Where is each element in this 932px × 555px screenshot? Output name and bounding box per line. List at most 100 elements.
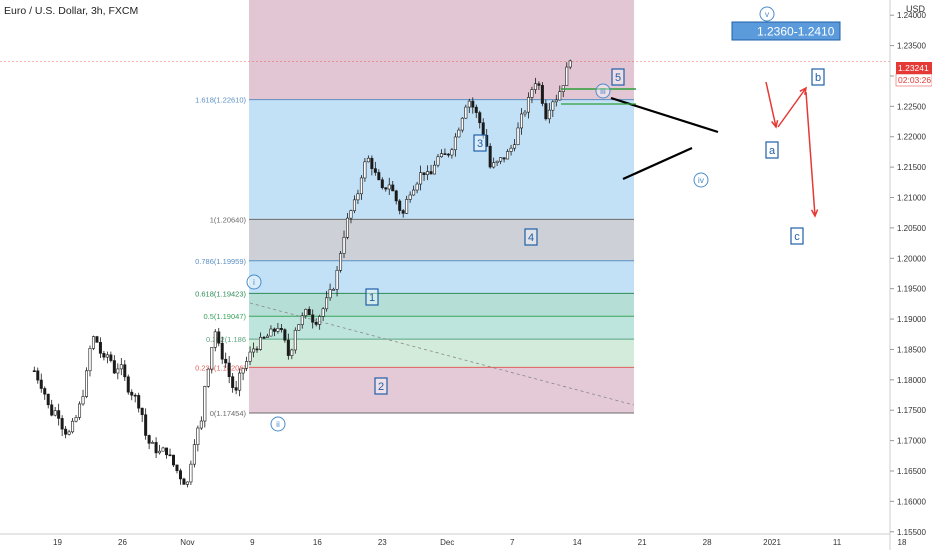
fib-level-label: 0.382(1.186 <box>206 335 246 344</box>
candle-body <box>185 481 189 485</box>
candle-body <box>255 348 259 351</box>
candle-body <box>335 270 339 290</box>
candle-body <box>415 183 419 191</box>
candle-body <box>130 391 134 396</box>
y-axis-tick-label: 1.19000 <box>897 315 926 324</box>
candle-body <box>342 236 346 254</box>
x-axis-tick-label: 2021 <box>763 538 781 547</box>
candle-body <box>297 324 301 331</box>
candle-body <box>71 420 75 433</box>
candle-body <box>457 129 461 138</box>
candle-body <box>359 177 363 195</box>
candle-body <box>175 464 179 472</box>
wave-label-c-box <box>790 227 804 245</box>
y-axis-tick-label: 1.18500 <box>897 345 926 354</box>
candle-body <box>492 162 496 168</box>
fib-level-label: 0.236(1.18206) <box>195 363 246 372</box>
y-axis-tick-label: 1.19500 <box>897 285 926 294</box>
candle-body <box>227 362 231 377</box>
candle-body <box>474 106 478 113</box>
candle-body <box>168 454 172 457</box>
fib-level-label: 1(1.20640) <box>210 215 247 224</box>
fib-zones-layer: 1.618(1.22610) 1(1.20640) 0.786(1.19959) 0.… <box>195 0 634 418</box>
last-price-badge: 1.23241 02:03:26 <box>895 62 932 87</box>
candle-body <box>408 194 412 200</box>
wave-label-4-box <box>524 228 538 246</box>
candle-body <box>50 404 54 416</box>
candle-body <box>467 100 471 108</box>
candle-body <box>60 418 64 430</box>
candle-body <box>304 309 308 317</box>
candle-body <box>345 217 349 238</box>
drawings-layer <box>249 81 819 406</box>
wave-label-b: b <box>815 72 821 84</box>
candle-body <box>526 97 530 113</box>
candle-body <box>158 450 162 454</box>
candle-body <box>81 396 85 405</box>
candle-body <box>565 66 569 86</box>
candle-body <box>67 431 71 435</box>
y-axis-tick-label: 1.18000 <box>897 376 926 385</box>
candle-body <box>178 470 182 480</box>
candle-body <box>293 329 297 351</box>
candle-body <box>422 172 426 176</box>
candle-body <box>478 112 482 124</box>
candle-body <box>182 478 186 485</box>
candle-body <box>57 410 61 419</box>
candle-body <box>172 454 176 466</box>
wave-label-i-circle <box>246 274 262 290</box>
forecast-arrow-c <box>805 91 816 217</box>
candle-body <box>412 189 416 196</box>
candle-body <box>513 144 517 149</box>
candle-body <box>439 153 443 158</box>
candle-body <box>328 289 332 299</box>
upper-pink-zone <box>249 0 634 100</box>
wave-label-2-box <box>374 377 388 395</box>
x-axis-tick-label: 19 <box>53 538 62 547</box>
candle-body <box>366 157 370 163</box>
candle-body <box>112 360 116 374</box>
wave-label-ii: ii <box>276 419 280 429</box>
target-zone-box[interactable]: 1.2360-1.2410 <box>731 21 841 41</box>
y-axis-tick-label: 1.16500 <box>897 467 926 476</box>
forecast-arrow-c-head <box>810 209 819 218</box>
fib-zone-1-to-0786 <box>249 219 634 261</box>
candle-body <box>537 83 541 86</box>
wave-label-v: v <box>765 9 770 19</box>
x-axis-tick-label: 23 <box>378 538 387 547</box>
candle-body <box>32 370 36 373</box>
countdown-value: 02:03:26 <box>898 75 931 85</box>
candle-body <box>509 147 513 152</box>
candle-body <box>547 109 551 120</box>
x-axis-tick-label: 18 <box>898 538 907 547</box>
candle-body <box>210 347 214 370</box>
candle-body <box>189 463 193 483</box>
currency-label: USD <box>906 4 926 14</box>
candle-body <box>290 349 294 356</box>
candle-body <box>321 308 325 317</box>
wave-label-3: 3 <box>477 138 483 150</box>
fib-zone-0618-to-05 <box>249 293 634 317</box>
candles-layer <box>32 59 572 488</box>
candle-body <box>64 428 68 435</box>
dashed-trend-line <box>249 302 635 406</box>
candle-body <box>405 199 409 214</box>
candle-body <box>502 157 506 160</box>
candle-body <box>446 153 450 156</box>
y-axis-tick-label: 1.16000 <box>897 497 926 506</box>
y-axis-tick-label: 1.21000 <box>897 194 926 203</box>
x-axis-tick-label: 28 <box>703 538 712 547</box>
candle-body <box>217 331 221 344</box>
wave-label-3-box <box>473 134 487 152</box>
wave-label-iii-circle <box>595 83 611 99</box>
candle-body <box>568 60 572 68</box>
candle-body <box>140 407 144 416</box>
candle-body <box>46 393 50 406</box>
wave-label-5-box <box>611 68 625 86</box>
candle-body <box>36 370 40 381</box>
candle-body <box>363 161 367 179</box>
